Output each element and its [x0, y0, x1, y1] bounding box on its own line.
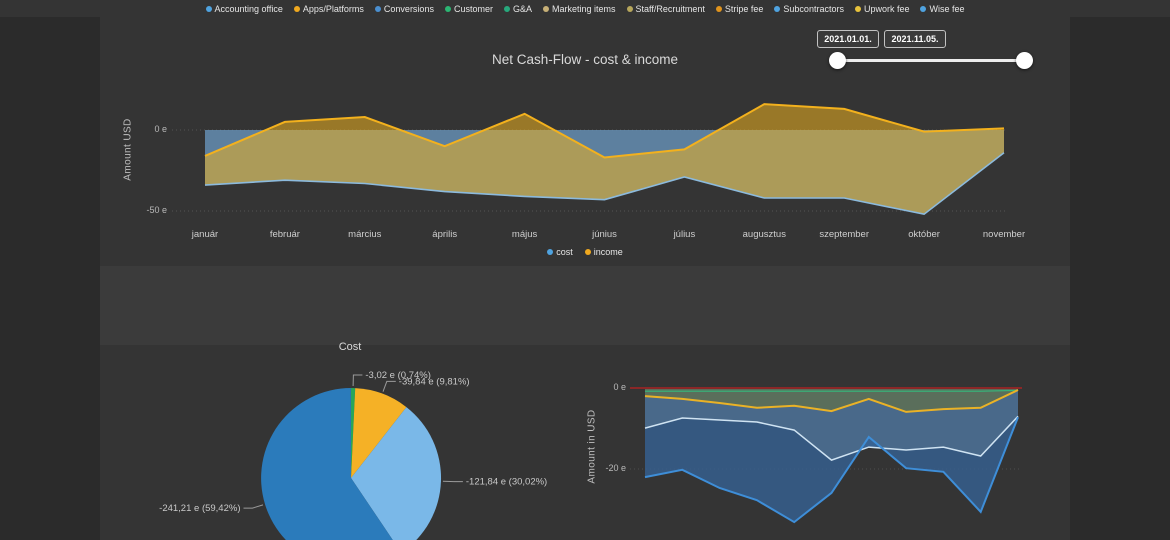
slider-handle-right[interactable] — [1016, 52, 1033, 69]
legend-item-conversions[interactable]: Conversions — [374, 3, 434, 14]
legend-item-apps-platforms[interactable]: Apps/Platforms — [293, 3, 364, 14]
legend-label: Customer — [453, 3, 493, 14]
category-legend: Accounting office Apps/Platforms Conversio… — [0, 0, 1170, 17]
usd-chart-y-axis-title: Amount in USD — [586, 409, 598, 484]
amount-usd-chart — [630, 387, 1022, 524]
pie-slice-label: -121,84 e (30,02%) — [466, 477, 547, 488]
legend-label: Wise fee — [929, 3, 965, 14]
net-y-tick-0: 0 e — [154, 124, 167, 134]
upper-blue-area — [645, 390, 1018, 461]
x-axis-label: április — [432, 229, 458, 240]
legend-label: Staff/Recruitment — [635, 3, 705, 14]
series-legend: cost income — [100, 247, 1070, 257]
legend-item-customer[interactable]: Customer — [444, 3, 493, 14]
x-axis-label: július — [673, 229, 696, 240]
legend-label: income — [593, 247, 623, 257]
legend-dot — [293, 5, 300, 12]
pie-slice[interactable] — [351, 388, 356, 478]
pie-title: Cost — [338, 341, 362, 353]
legend-dot — [584, 249, 591, 255]
legend-label: Subcontractors — [783, 3, 844, 14]
light-blue-series-line — [644, 415, 1019, 461]
date-range-slider[interactable] — [838, 59, 1024, 62]
net-cashflow-title: Net Cash-Flow - cost & income — [491, 52, 679, 67]
pie-slice-label: -39,84 e (9,81%) — [399, 376, 470, 387]
legend-dot — [854, 5, 861, 12]
date-to-input[interactable]: 2021.11.05. — [884, 30, 946, 48]
date-from-input[interactable]: 2021.01.01. — [817, 30, 879, 48]
x-axis-label: szeptember — [819, 229, 869, 240]
cost-pie-chart: -3,02 e (0,74%)-39,84 e (9,81%) -121,84 e… — [159, 370, 547, 540]
yellow-series-line — [644, 389, 1019, 413]
legend-item-accounting-office[interactable]: Accounting office — [205, 3, 283, 14]
legend-item-wise-fee[interactable]: Wise fee — [920, 3, 965, 14]
legend-label: Upwork fee — [863, 3, 910, 14]
spacer-band — [100, 266, 1070, 345]
pie-slice[interactable] — [351, 407, 441, 540]
pie-slice[interactable] — [351, 388, 407, 478]
cost-line — [204, 152, 1005, 216]
x-axis-label: május — [511, 229, 538, 240]
legend-label: Marketing items — [551, 3, 616, 14]
green-area — [645, 388, 1018, 412]
legend-label: Apps/Platforms — [302, 3, 364, 14]
x-axis-label: június — [592, 229, 617, 240]
series-legend-cost[interactable]: cost — [547, 247, 573, 257]
pie-slice[interactable] — [261, 388, 401, 540]
pie-slice-label: -241,21 e (59,42%) — [159, 503, 240, 514]
usd-y-tick-20: -20 e — [605, 463, 626, 473]
pie-leader-line — [352, 374, 363, 387]
legend-label: Accounting office — [214, 3, 283, 14]
legend-item-marketing-items[interactable]: Marketing items — [542, 3, 616, 14]
x-axis-label: október — [908, 229, 940, 240]
legend-dot — [547, 249, 554, 255]
legend-dot — [774, 5, 781, 12]
legend-item-upwork-fee[interactable]: Upwork fee — [854, 3, 910, 14]
lower-blue-area — [645, 416, 1018, 523]
legend-dot — [503, 5, 510, 12]
legend-label: Stripe fee — [724, 3, 764, 14]
net-cashflow-chart — [172, 103, 1008, 216]
income-line — [204, 103, 1005, 159]
legend-dot — [542, 5, 549, 12]
legend-dot — [374, 5, 381, 12]
net-y-tick-50: -50 e — [146, 205, 167, 215]
legend-item-staff-recruitment[interactable]: Staff/Recruitment — [626, 3, 705, 14]
x-axis-label: november — [982, 229, 1026, 240]
series-legend-income[interactable]: income — [584, 247, 623, 257]
legend-dot — [205, 5, 212, 12]
legend-dot — [444, 5, 451, 12]
pie-leader-line — [382, 380, 396, 392]
x-axis-label: augusztus — [742, 229, 786, 240]
slider-handle-left[interactable] — [829, 52, 846, 69]
pie-slice-label: -3,02 e (0,74%) — [365, 370, 430, 381]
legend-item-stripe-fee[interactable]: Stripe fee — [715, 3, 764, 14]
x-axis-label: március — [348, 229, 382, 240]
x-axis-label: január — [191, 229, 219, 240]
legend-dot — [715, 5, 722, 12]
legend-label: G&A — [512, 3, 532, 14]
legend-item-subcontractors[interactable]: Subcontractors — [774, 4, 844, 14]
usd-y-tick-0: 0 e — [613, 382, 626, 392]
x-axis-label: február — [269, 229, 300, 240]
legend-label: Conversions — [383, 3, 434, 14]
blue-series-line — [644, 416, 1019, 524]
green-series-line — [645, 389, 1019, 392]
legend-dot — [920, 5, 927, 12]
net-chart-y-axis-title: Amount USD — [122, 118, 134, 181]
legend-dot — [626, 5, 633, 12]
pie-leader-line — [243, 504, 264, 509]
legend-label: cost — [556, 247, 573, 257]
legend-item-g-a[interactable]: G&A — [503, 3, 532, 14]
